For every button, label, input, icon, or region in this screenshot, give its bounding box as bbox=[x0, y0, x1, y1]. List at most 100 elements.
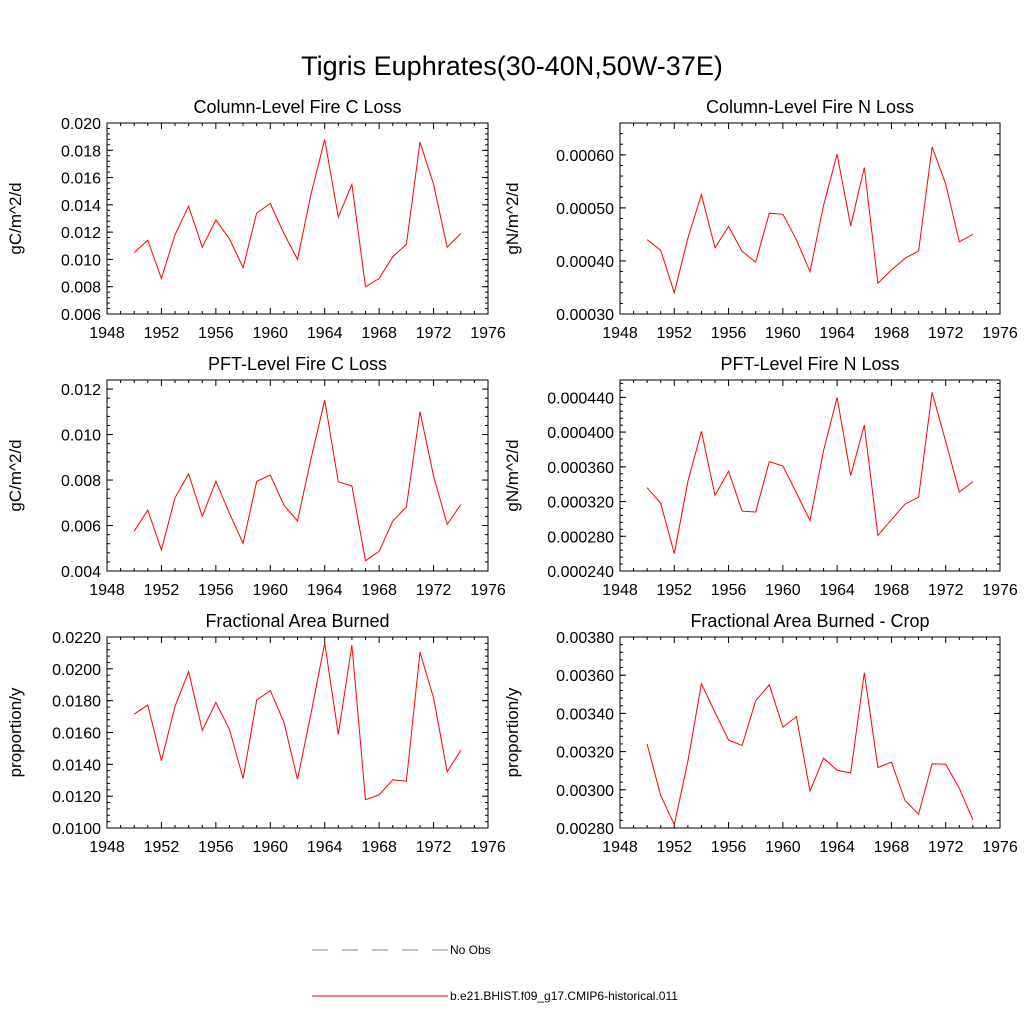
panel-title: Column-Level Fire C Loss bbox=[193, 97, 401, 117]
series-line bbox=[133, 139, 462, 288]
y-tick-label: 0.004 bbox=[61, 564, 101, 581]
series-line bbox=[646, 392, 974, 554]
legend-item-1: No Obs bbox=[312, 943, 491, 957]
panel-title: Column-Level Fire N Loss bbox=[706, 97, 914, 117]
plot-frame bbox=[106, 379, 489, 572]
y-axis-label: proportion/y bbox=[503, 687, 522, 777]
series-line bbox=[646, 146, 974, 295]
series-line bbox=[133, 400, 462, 562]
y-axis-label: gN/m^2/d bbox=[503, 182, 522, 254]
y-tick-label: 0.000400 bbox=[547, 425, 614, 442]
x-tick-label: 1964 bbox=[307, 325, 343, 342]
x-tick-label: 1960 bbox=[252, 839, 288, 856]
x-tick-label: 1972 bbox=[928, 582, 964, 599]
x-tick-label: 1952 bbox=[144, 325, 180, 342]
y-tick-label: 0.00280 bbox=[556, 821, 614, 838]
panel-2: Column-Level Fire N Loss 1948 1952 1956 1960… bbox=[503, 97, 1018, 342]
x-tick-label: 1956 bbox=[711, 582, 747, 599]
y-tick-label: 0.000440 bbox=[547, 390, 614, 407]
x-tick-label: 1956 bbox=[711, 325, 747, 342]
y-tick-label: 0.00360 bbox=[556, 668, 614, 685]
legend-label: b.e21.BHIST.f09_g17.CMIP6-historical.011 bbox=[450, 989, 678, 1003]
series-line bbox=[133, 642, 462, 801]
legend: No Obs b.e21.BHIST.f09_g17.CMIP6-historic… bbox=[312, 943, 678, 1003]
panel-title: PFT-Level Fire C Loss bbox=[208, 354, 387, 374]
y-tick-label: 0.0200 bbox=[52, 662, 101, 679]
x-tick-label: 1956 bbox=[198, 325, 234, 342]
y-tick-label: 0.008 bbox=[61, 280, 101, 297]
x-tick-label: 1952 bbox=[144, 839, 180, 856]
x-tick-label: 1964 bbox=[819, 839, 855, 856]
y-tick-label: 0.00050 bbox=[556, 201, 614, 218]
chart-panels: Column-Level Fire C Loss 1948 1952 1956 1960… bbox=[6, 97, 1018, 856]
panel-1: Column-Level Fire C Loss 1948 1952 1956 1960… bbox=[6, 97, 506, 342]
x-tick-label: 1968 bbox=[874, 582, 910, 599]
x-tick-label: 1948 bbox=[89, 325, 125, 342]
y-tick-label: 0.006 bbox=[61, 307, 101, 324]
x-tick-label: 1972 bbox=[416, 582, 452, 599]
panel-5: Fractional Area Burned 1948 1952 1956 1960 19… bbox=[6, 611, 506, 856]
x-tick-label: 1956 bbox=[711, 839, 747, 856]
x-tick-label: 1956 bbox=[198, 582, 234, 599]
panel-3: PFT-Level Fire C Loss 1948 1952 1956 1960 196… bbox=[6, 354, 506, 599]
y-tick-label: 0.00060 bbox=[556, 148, 614, 165]
y-tick-label: 0.0140 bbox=[52, 757, 101, 774]
x-tick-label: 1964 bbox=[307, 582, 343, 599]
y-tick-label: 0.014 bbox=[61, 198, 101, 215]
plot-frame bbox=[619, 379, 1001, 572]
y-tick-label: 0.00300 bbox=[556, 783, 614, 800]
y-tick-label: 0.0120 bbox=[52, 789, 101, 806]
x-tick-label: 1964 bbox=[819, 582, 855, 599]
x-tick-label: 1948 bbox=[89, 582, 125, 599]
y-tick-label: 0.012 bbox=[61, 382, 101, 399]
legend-item-2: b.e21.BHIST.f09_g17.CMIP6-historical.011 bbox=[312, 989, 678, 1003]
y-axis-label: gN/m^2/d bbox=[503, 439, 522, 511]
y-axis-label: gC/m^2/d bbox=[6, 439, 25, 511]
x-tick-label: 1960 bbox=[765, 839, 801, 856]
x-tick-label: 1968 bbox=[874, 325, 910, 342]
x-tick-label: 1972 bbox=[416, 325, 452, 342]
x-tick-label: 1972 bbox=[928, 325, 964, 342]
y-axis-label: proportion/y bbox=[6, 687, 25, 777]
y-tick-label: 0.00030 bbox=[556, 307, 614, 324]
y-tick-label: 0.008 bbox=[61, 473, 101, 490]
y-tick-label: 0.00320 bbox=[556, 745, 614, 762]
plot-frame bbox=[106, 122, 489, 315]
x-tick-label: 1952 bbox=[144, 582, 180, 599]
x-tick-label: 1976 bbox=[982, 325, 1018, 342]
y-tick-label: 0.012 bbox=[61, 225, 101, 242]
x-tick-label: 1972 bbox=[928, 839, 964, 856]
series-line bbox=[646, 672, 974, 827]
x-tick-label: 1968 bbox=[361, 839, 397, 856]
x-tick-label: 1976 bbox=[982, 582, 1018, 599]
x-tick-label: 1968 bbox=[874, 839, 910, 856]
y-tick-label: 0.020 bbox=[61, 116, 101, 133]
y-tick-label: 0.00340 bbox=[556, 706, 614, 723]
y-axis-label: gC/m^2/d bbox=[6, 182, 25, 254]
y-tick-label: 0.00040 bbox=[556, 254, 614, 271]
panel-title: Fractional Area Burned - Crop bbox=[690, 611, 929, 631]
y-tick-label: 0.00380 bbox=[556, 630, 614, 647]
y-tick-label: 0.000240 bbox=[547, 564, 614, 581]
x-tick-label: 1964 bbox=[307, 839, 343, 856]
panel-title: PFT-Level Fire N Loss bbox=[720, 354, 899, 374]
y-tick-label: 0.000320 bbox=[547, 495, 614, 512]
panel-title: Fractional Area Burned bbox=[205, 611, 389, 631]
y-tick-label: 0.006 bbox=[61, 519, 101, 536]
y-tick-label: 0.0160 bbox=[52, 726, 101, 743]
x-tick-label: 1976 bbox=[470, 582, 506, 599]
x-tick-label: 1968 bbox=[361, 325, 397, 342]
legend-label: No Obs bbox=[450, 943, 491, 957]
y-tick-label: 0.016 bbox=[61, 171, 101, 188]
y-tick-label: 0.018 bbox=[61, 143, 101, 160]
panel-6: Fractional Area Burned - Crop 1948 1952 195… bbox=[503, 611, 1018, 856]
x-tick-label: 1952 bbox=[656, 839, 692, 856]
x-tick-label: 1948 bbox=[89, 839, 125, 856]
x-tick-label: 1976 bbox=[470, 325, 506, 342]
x-tick-label: 1952 bbox=[656, 582, 692, 599]
x-tick-label: 1948 bbox=[602, 325, 638, 342]
x-tick-label: 1968 bbox=[361, 582, 397, 599]
y-tick-label: 0.010 bbox=[61, 252, 101, 269]
y-tick-label: 0.000360 bbox=[547, 460, 614, 477]
